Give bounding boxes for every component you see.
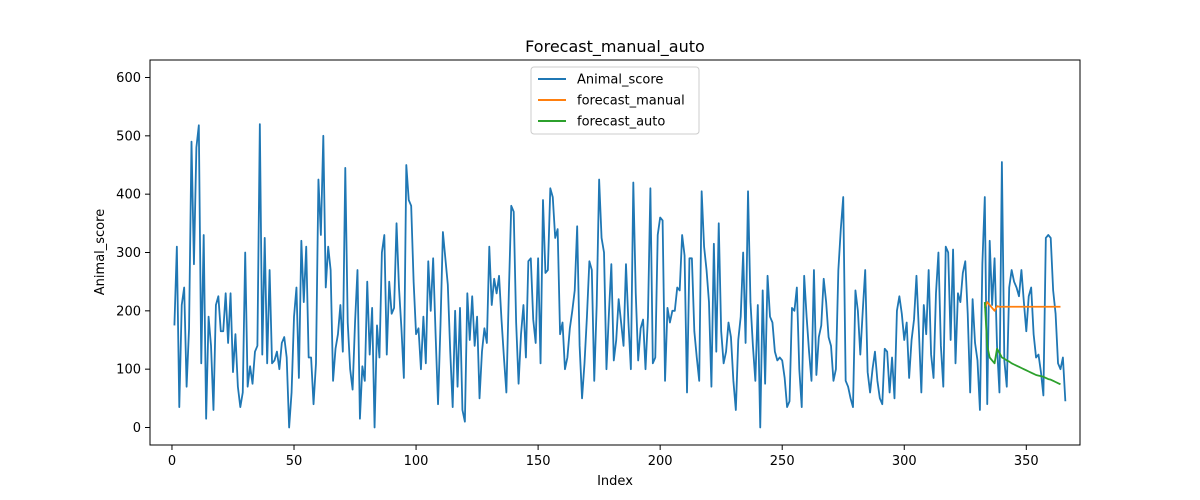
series-line-animal-score [173, 123, 1067, 429]
plot-area [173, 123, 1067, 429]
x-axis: 0 50 100 150 200 250 300 350 [168, 445, 1039, 469]
y-tick-label: 0 [133, 421, 141, 436]
legend-box [530, 66, 700, 135]
x-axis-label: Index [597, 474, 633, 489]
y-tick-label: 200 [116, 304, 141, 319]
x-tick-label: 50 [286, 454, 303, 469]
y-tick-label: 100 [116, 363, 141, 378]
y-tick-label: 600 [116, 71, 141, 86]
y-axis: 0 100 200 300 400 500 600 [116, 71, 150, 436]
series-line-forecast-auto [983, 302, 1061, 386]
x-tick-label: 350 [1014, 454, 1039, 469]
y-tick-label: 500 [116, 129, 141, 144]
y-tick-label: 400 [116, 188, 141, 203]
series-line-forecast-manual [983, 301, 1061, 312]
y-tick-label: 300 [116, 246, 141, 261]
legend-label: Animal_score [577, 73, 663, 88]
chart-title: Forecast_manual_auto [525, 37, 705, 57]
y-axis-label: Animal_score [93, 209, 108, 295]
x-tick-label: 0 [168, 454, 176, 469]
legend: Animal_score forecast_manual forecast_auto [530, 66, 700, 135]
x-tick-label: 100 [404, 454, 429, 469]
x-tick-label: 150 [526, 454, 551, 469]
legend-label: forecast_manual [577, 94, 685, 109]
x-tick-label: 200 [648, 454, 673, 469]
x-tick-label: 300 [892, 454, 917, 469]
legend-label: forecast_auto [577, 115, 665, 130]
x-tick-label: 250 [770, 454, 795, 469]
